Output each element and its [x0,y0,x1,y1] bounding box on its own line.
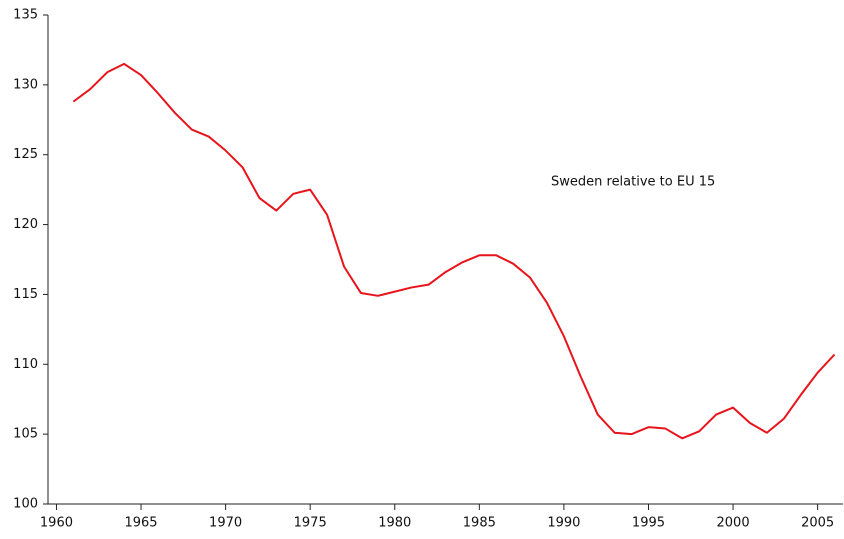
x-tick-label: 1990 [547,516,580,531]
y-tick-label: 100 [13,497,38,512]
data-line [72,62,836,440]
x-tick-label: 1985 [463,516,496,531]
x-tick-label: 1980 [378,516,411,531]
x-tick-label: 2000 [717,516,750,531]
y-tick-label: 120 [13,217,38,232]
y-tick-label: 125 [13,147,38,162]
x-tick-label: 1965 [124,516,157,531]
x-tick-label: 1975 [294,516,327,531]
annotation: Sweden relative to EU 15 [551,175,715,190]
x-tick-label: 1970 [209,516,242,531]
x-tick-label: 2005 [801,516,834,531]
y-tick-label: 135 [13,8,38,23]
y-tick-label: 130 [13,77,38,92]
x-tick-label: 1995 [632,516,665,531]
y-tick-label: 115 [13,287,38,302]
y-tick-label: 105 [13,427,38,442]
y-tick-label: 110 [13,357,38,372]
x-tick-label: 1960 [40,516,73,531]
